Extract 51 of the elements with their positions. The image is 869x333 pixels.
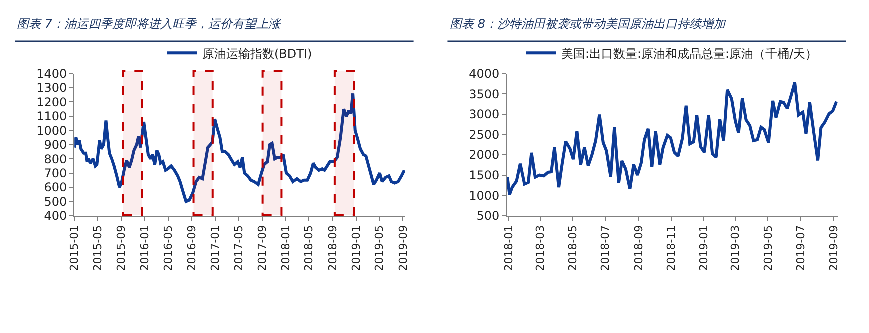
- y-tick-label: 2500: [469, 128, 500, 142]
- y-tick-label: 700: [44, 166, 68, 180]
- x-tick-label: 2019-05: [373, 225, 386, 272]
- chart-title: 图表 8：沙特油田被袭或带动美国原油出口持续增加: [450, 17, 726, 31]
- x-tick-label: 2016-01: [138, 225, 152, 272]
- y-tick-label: 600: [44, 180, 68, 195]
- line-series: [507, 81, 838, 196]
- y-tick-label: 1500: [469, 168, 500, 183]
- x-tick-label: 2018-01: [280, 225, 293, 272]
- x-tick-label: 2018-09: [326, 225, 340, 272]
- x-tick-label: 2015-05: [91, 225, 104, 272]
- x-tick-label: 2016-09: [186, 225, 199, 272]
- x-tick-label: 2015-01: [68, 225, 82, 272]
- y-tick-label: 1000: [469, 188, 500, 203]
- x-tick-label: 2018-11: [664, 225, 678, 272]
- y-tick-label: 1200: [36, 95, 68, 110]
- x-tick-label: 2019-09: [396, 225, 410, 272]
- x-tick-label: 2019-07: [794, 225, 808, 272]
- x-tick-label: 2017-09: [256, 225, 270, 272]
- x-tick-label: 2018-03: [534, 225, 547, 272]
- x-tick-label: 2019-03: [729, 225, 742, 272]
- y-tick-label: 800: [44, 152, 68, 166]
- x-tick-label: 2017-01: [209, 225, 222, 272]
- y-tick-label: 3000: [469, 108, 500, 122]
- y-tick-label: 2000: [469, 148, 500, 162]
- x-tick-label: 2019-09: [828, 225, 841, 272]
- x-tick-label: 2015-09: [115, 225, 128, 272]
- chart-title: 图表 7：油运四季度即将进入旺季，运价有望上涨: [17, 17, 282, 31]
- y-tick-label: 4000: [469, 67, 500, 81]
- x-tick-label: 2019-01: [350, 225, 363, 272]
- legend-label: 原油运输指数(BDTI): [202, 46, 312, 61]
- y-tick-label: 1000: [36, 124, 68, 138]
- y-tick-label: 1300: [36, 81, 68, 96]
- y-tick-label: 1100: [36, 110, 68, 124]
- y-tick-label: 1400: [36, 67, 68, 81]
- x-tick-label: 2018-09: [632, 225, 646, 272]
- y-tick-label: 900: [44, 138, 68, 152]
- x-tick-label: 2018-01: [502, 225, 516, 272]
- x-tick-label: 2018-05: [566, 225, 580, 272]
- legend-label: 美国:出口数量:原油和成品总量:原油（千桶/天）: [561, 46, 818, 61]
- x-tick-label: 2018-05: [302, 225, 316, 272]
- y-tick-label: 400: [44, 209, 68, 224]
- x-tick-label: 2019-01: [698, 225, 711, 272]
- y-tick-label: 3500: [469, 87, 500, 102]
- y-tick-label: 500: [44, 194, 68, 209]
- x-tick-label: 2019-05: [762, 225, 775, 272]
- y-tick-label: 500: [476, 209, 500, 224]
- x-tick-label: 2016-05: [162, 225, 175, 272]
- line-series: [74, 92, 406, 204]
- x-tick-label: 2018-07: [599, 225, 612, 272]
- x-tick-label: 2017-05: [232, 225, 246, 272]
